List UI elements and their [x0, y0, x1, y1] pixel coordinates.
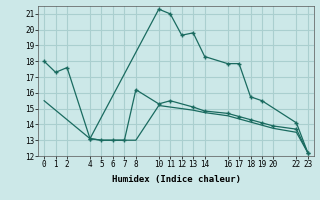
X-axis label: Humidex (Indice chaleur): Humidex (Indice chaleur) [111, 175, 241, 184]
